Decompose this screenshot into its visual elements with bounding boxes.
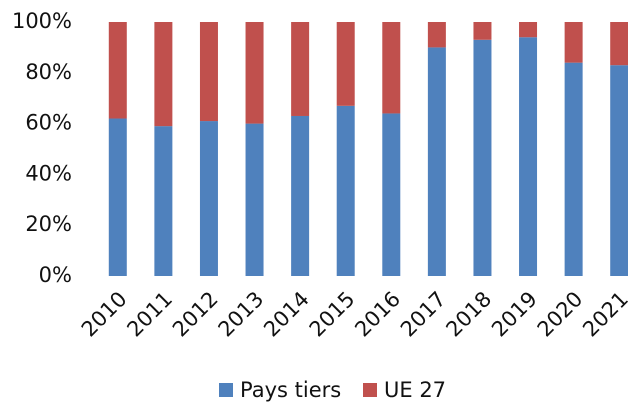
bar-segment xyxy=(108,118,127,277)
x-tick-label: 2021 xyxy=(578,287,628,342)
bar-segment xyxy=(154,126,173,276)
legend-swatch xyxy=(363,383,377,397)
y-tick-label: 0% xyxy=(39,263,72,287)
x-tick-label: 2018 xyxy=(441,287,496,342)
y-tick-label: 100% xyxy=(12,9,72,33)
bar-segment xyxy=(336,105,355,276)
y-tick-label: 80% xyxy=(25,60,72,84)
bar-segment xyxy=(427,47,446,277)
bar-segment xyxy=(154,22,173,127)
bar-segment xyxy=(473,39,492,276)
bar-segment xyxy=(564,22,583,63)
bar-segment xyxy=(610,22,628,66)
legend-swatch xyxy=(219,383,233,397)
x-tick-label: 2013 xyxy=(214,287,269,342)
y-tick-label: 60% xyxy=(25,111,72,135)
x-tick-label: 2020 xyxy=(533,287,588,342)
x-tick-label: 2012 xyxy=(168,287,223,342)
bar-segment xyxy=(199,22,218,122)
x-tick-label: 2019 xyxy=(487,287,542,342)
y-tick-label: 40% xyxy=(25,161,72,185)
bar-segment xyxy=(519,22,538,38)
y-tick-label: 20% xyxy=(25,212,72,236)
bar-segment xyxy=(610,65,628,277)
bar-segment xyxy=(473,22,492,40)
bar-segment xyxy=(382,22,401,114)
legend-label: UE 27 xyxy=(384,378,446,402)
bar-segment xyxy=(291,115,310,276)
x-tick-label: 2014 xyxy=(259,287,314,342)
x-tick-label: 2011 xyxy=(122,287,177,342)
bar-segment xyxy=(245,22,264,124)
x-tick-label: 2016 xyxy=(350,287,405,342)
bar-segment xyxy=(336,22,355,106)
bar-segment xyxy=(427,22,446,48)
bar-segment xyxy=(199,121,218,276)
bar-segment xyxy=(108,22,127,119)
x-tick-label: 2010 xyxy=(77,287,132,342)
x-tick-label: 2017 xyxy=(396,287,451,342)
bar-segment xyxy=(245,123,264,276)
bar-segment xyxy=(519,37,538,276)
bar-segment xyxy=(382,113,401,276)
x-tick-label: 2015 xyxy=(305,287,360,342)
bar-segment xyxy=(291,22,310,116)
bar-segment xyxy=(564,62,583,276)
legend-label: Pays tiers xyxy=(240,378,341,402)
